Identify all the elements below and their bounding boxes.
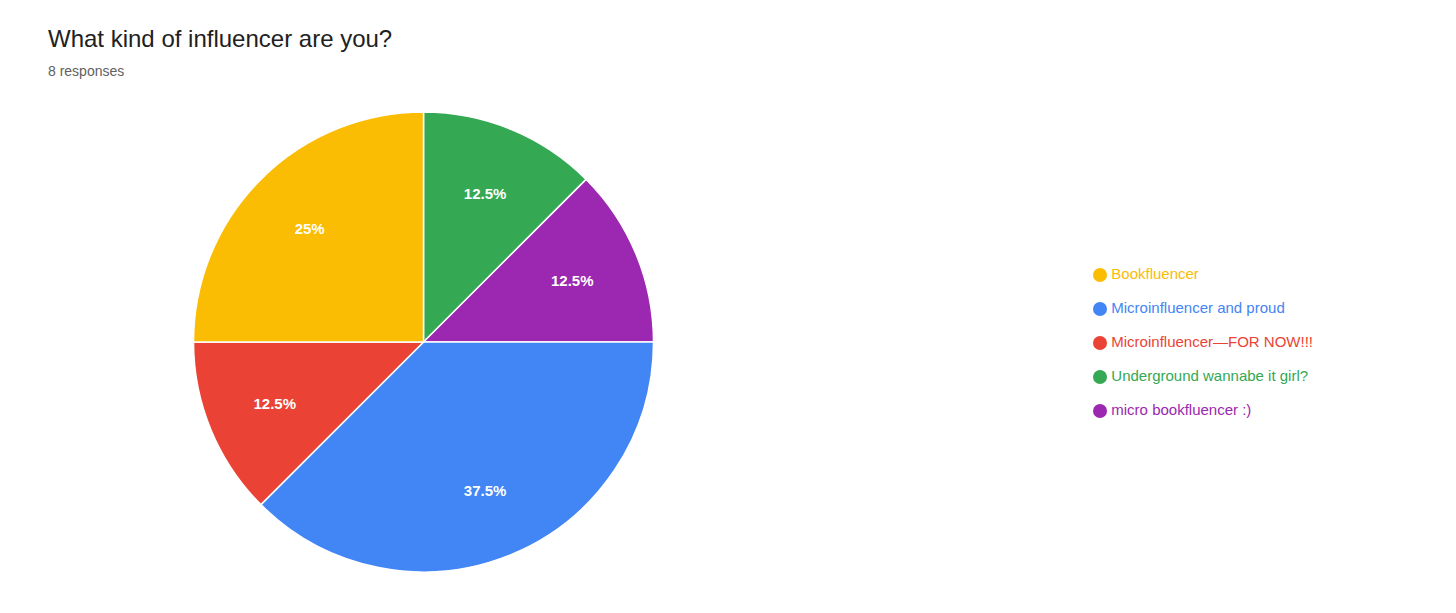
html-text:Microinfluencer—FOR NOW!!!: Microinfluencer—FOR NOW!!! xyxy=(1111,333,1313,350)
svg-text:25%: 25% xyxy=(295,220,325,237)
html-text:micro bookfluencer :): micro bookfluencer :) xyxy=(1111,401,1252,418)
html-text:Bookfluencer: Bookfluencer xyxy=(1111,265,1199,282)
svg-text:12.5%: 12.5% xyxy=(464,185,507,202)
html-text:Microinfluencer and proud: Microinfluencer and proud xyxy=(1111,299,1285,316)
html-text:What kind of influencer are yo: What kind of influencer are you? xyxy=(48,25,393,52)
svg-text:12.5%: 12.5% xyxy=(551,272,594,289)
svg-text:37.5%: 37.5% xyxy=(464,482,507,499)
html-text:8 responses: 8 responses xyxy=(48,63,125,79)
svg-text:12.5%: 12.5% xyxy=(253,395,296,412)
html-text:Underground wannabe it girl?: Underground wannabe it girl? xyxy=(1111,367,1309,384)
